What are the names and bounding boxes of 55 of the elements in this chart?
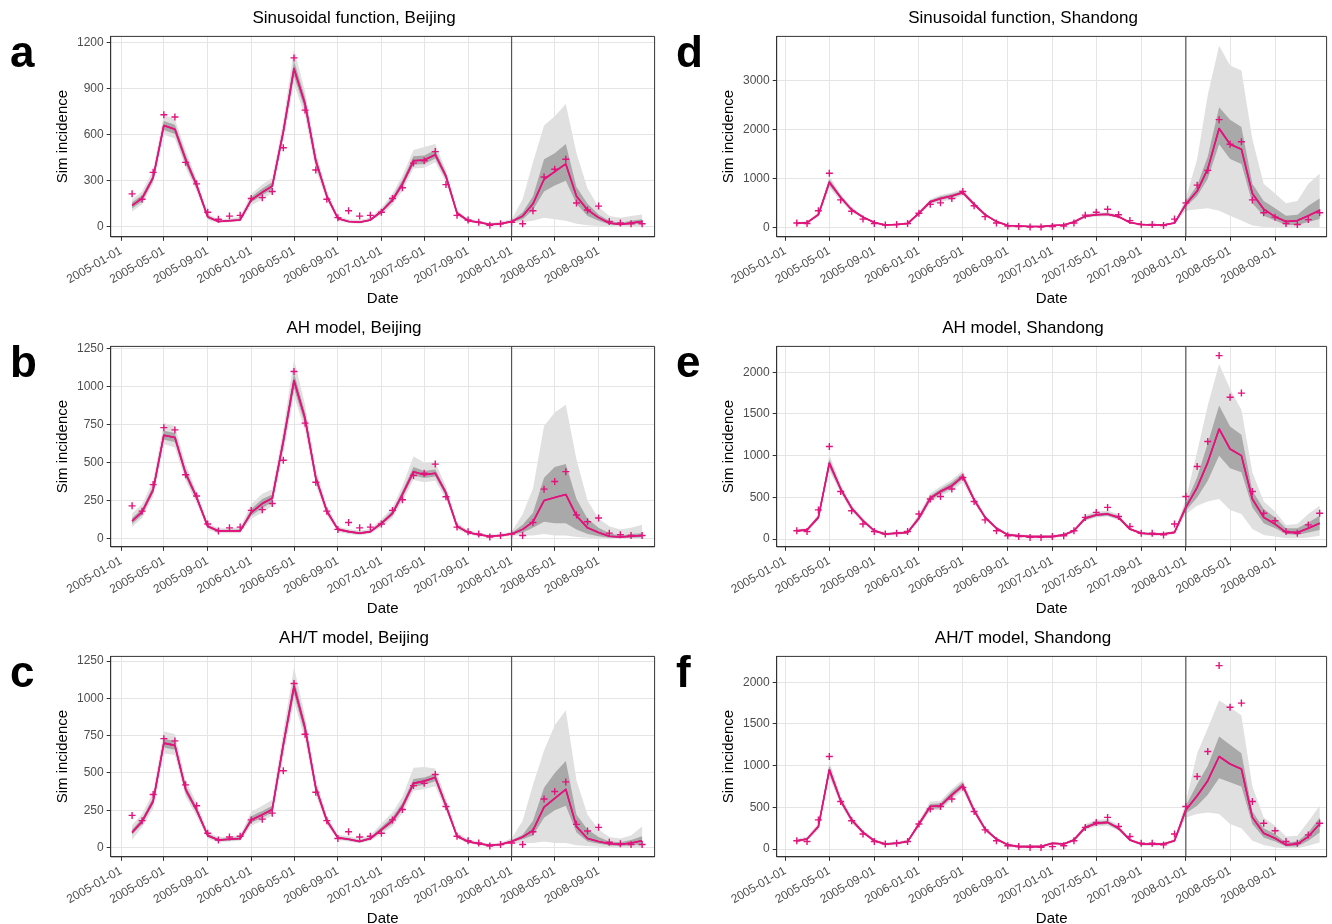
y-tick-label: 2000 — [742, 674, 771, 689]
y-tick-label: 750 — [83, 727, 105, 742]
y-tick-label: 300 — [83, 173, 105, 188]
text: c — [10, 647, 35, 696]
x-axis-title: Date — [366, 289, 399, 307]
text: a — [10, 27, 35, 76]
y-tick-label: 0 — [97, 839, 105, 854]
y-tick-label: 750 — [83, 416, 105, 431]
chart-title: AH model, Shandong — [942, 317, 1104, 337]
y-tick-label: 0 — [97, 219, 105, 234]
y-tick-label: 900 — [83, 80, 105, 95]
y-axis-title: Sim incidence — [719, 399, 737, 494]
x-axis-title: Date — [366, 599, 399, 617]
y-tick-label: 0 — [97, 530, 105, 545]
text: d — [676, 27, 703, 76]
y-tick-label: 1500 — [742, 716, 771, 731]
y-tick-label: 0 — [763, 220, 771, 235]
text: e — [676, 337, 701, 386]
y-tick-label: 250 — [83, 802, 105, 817]
chart-title: AH/T model, Beijing — [279, 627, 429, 647]
y-tick-label: 500 — [83, 454, 105, 469]
y-tick-label: 500 — [749, 799, 771, 814]
x-axis-title: Date — [1035, 909, 1068, 924]
y-axis-title: Sim incidence — [53, 89, 71, 184]
y-tick-label: 0 — [763, 531, 771, 546]
y-tick-label: 600 — [83, 127, 105, 142]
y-axis-title: Sim incidence — [53, 709, 71, 804]
y-tick-label: 1250 — [76, 653, 105, 668]
y-axis-title: Sim incidence — [53, 399, 71, 494]
y-tick-label: 0 — [763, 841, 771, 856]
y-tick-label: 2000 — [742, 121, 771, 136]
y-tick-label: 500 — [83, 765, 105, 780]
y-tick-label: 250 — [83, 492, 105, 507]
text: b — [10, 337, 37, 386]
y-axis-title: Sim incidence — [719, 89, 737, 184]
x-axis-title: Date — [1035, 599, 1068, 617]
y-tick-label: 500 — [749, 489, 771, 504]
y-tick-label: 1000 — [76, 378, 105, 393]
y-tick-label: 1000 — [742, 447, 771, 462]
chart-title: AH/T model, Shandong — [934, 627, 1112, 647]
y-tick-label: 1000 — [76, 690, 105, 705]
y-tick-label: 3000 — [742, 72, 771, 87]
y-tick-label: 1200 — [76, 34, 105, 49]
x-axis-title: Date — [1035, 289, 1068, 307]
y-tick-label: 1000 — [742, 757, 771, 772]
x-axis-title: Date — [366, 909, 399, 924]
chart-title: Sinusoidal function, Shandong — [908, 7, 1138, 27]
y-tick-label: 1500 — [742, 406, 771, 421]
y-tick-label: 2000 — [742, 364, 771, 379]
y-tick-label: 1000 — [742, 171, 771, 186]
chart-title: Sinusoidal function, Beijing — [252, 7, 456, 27]
chart-title: AH model, Beijing — [286, 317, 422, 337]
text: f — [676, 647, 691, 696]
y-tick-label: 1250 — [76, 340, 105, 355]
y-axis-title: Sim incidence — [719, 709, 737, 804]
